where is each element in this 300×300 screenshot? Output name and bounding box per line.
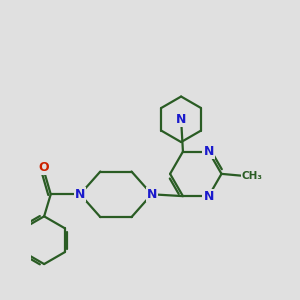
Text: CH₃: CH₃ (242, 171, 262, 181)
Text: N: N (176, 113, 186, 126)
Text: N: N (146, 188, 157, 201)
Text: N: N (75, 188, 85, 201)
Text: F: F (0, 218, 1, 231)
Text: O: O (39, 160, 50, 174)
Text: N: N (203, 145, 214, 158)
Text: N: N (203, 190, 214, 202)
